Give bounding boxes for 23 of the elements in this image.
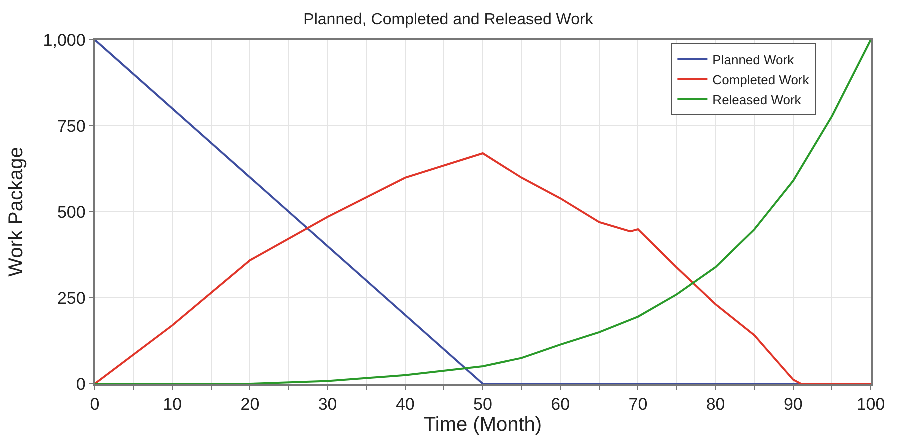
- y-tick-label: 250: [57, 288, 86, 308]
- x-tick-label: 90: [784, 395, 803, 414]
- x-tick-label: 30: [318, 395, 338, 414]
- x-tick-label: 50: [474, 395, 492, 414]
- x-tick-label: 10: [163, 395, 182, 414]
- legend-label: Released Work: [712, 92, 802, 108]
- y-tick-label: 500: [57, 202, 86, 222]
- legend-label: Completed Work: [712, 72, 810, 88]
- legend-label: Planned Work: [712, 52, 795, 68]
- y-tick-label: 1,000: [43, 30, 86, 50]
- line-series: [95, 152, 871, 384]
- x-tick-label: 20: [240, 395, 260, 414]
- y-axis-title: Work Package: [5, 147, 28, 277]
- x-tick-label: 70: [628, 395, 648, 414]
- x-tick-label: 0: [90, 395, 100, 414]
- x-tick-label: 40: [396, 395, 415, 414]
- x-tick-label: 60: [551, 395, 570, 414]
- x-tick-label: 100: [856, 395, 886, 414]
- x-tick-label: 80: [706, 395, 726, 414]
- chart-title: Planned, Completed and Released Work: [304, 12, 594, 29]
- x-axis-title: Time (Month): [424, 414, 542, 436]
- y-tick-label: 750: [57, 116, 86, 136]
- y-tick-label: 0: [76, 374, 86, 394]
